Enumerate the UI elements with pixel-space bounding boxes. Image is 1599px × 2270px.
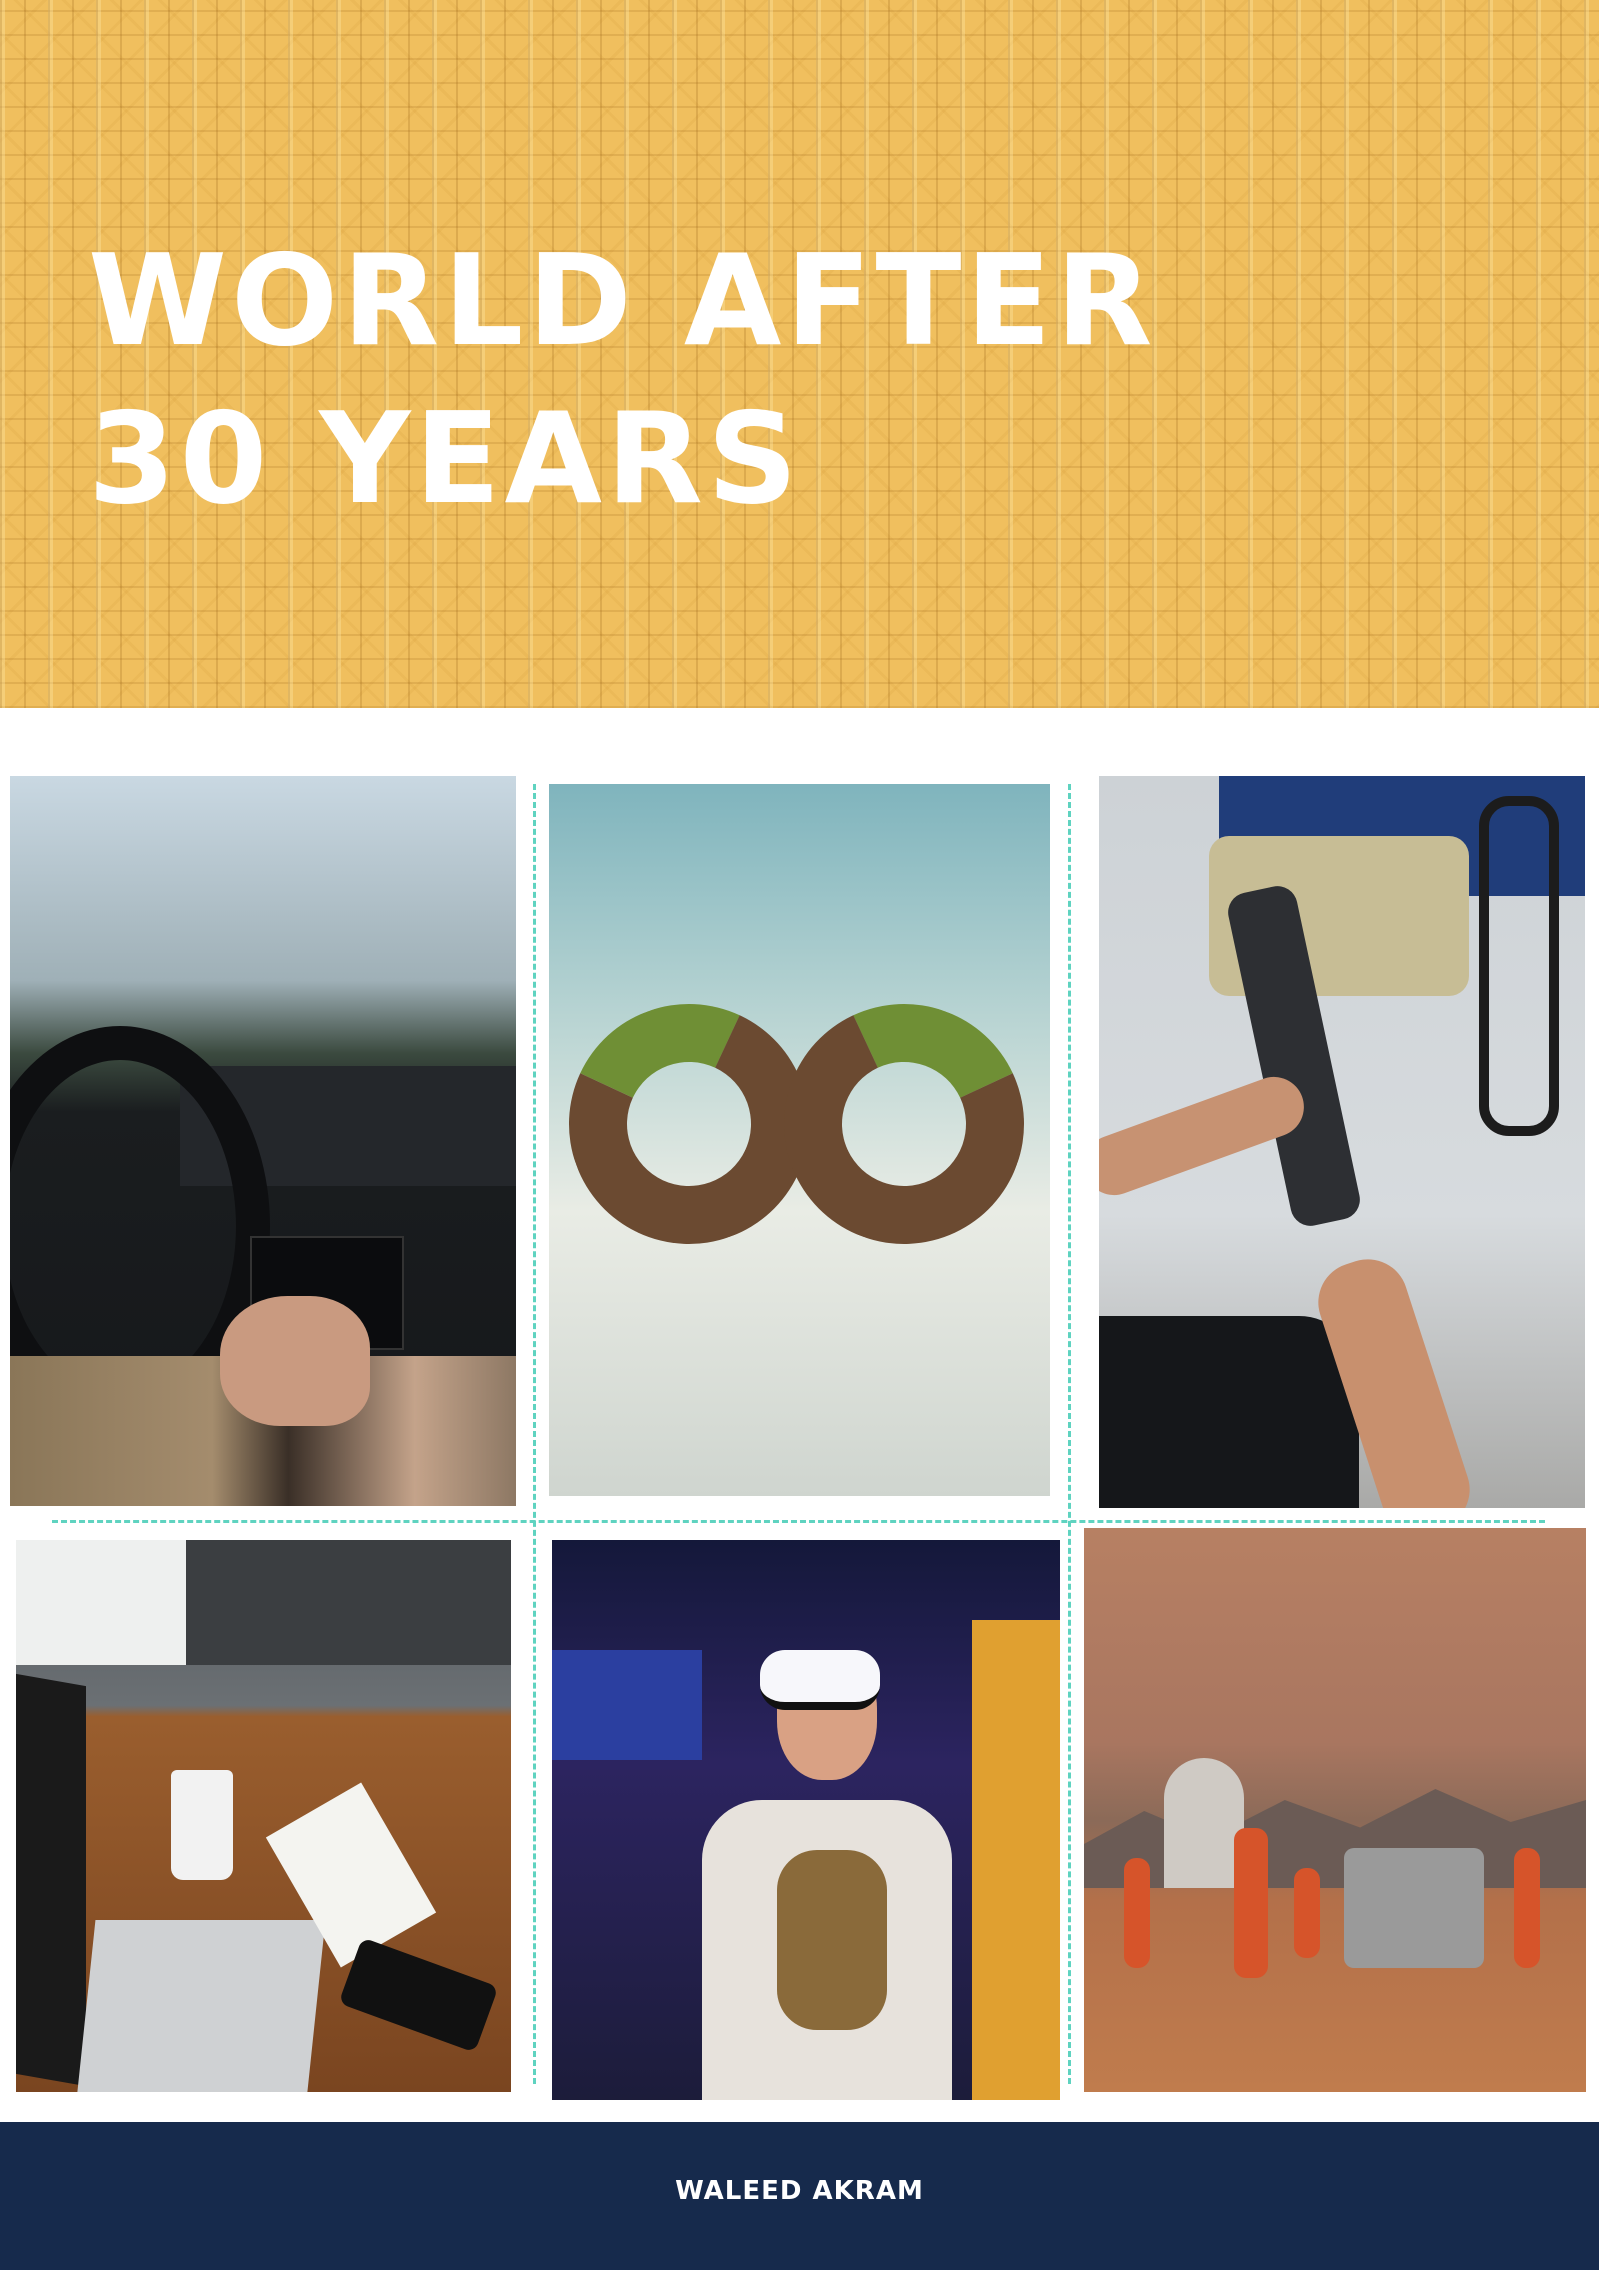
title-line-1: WORLD AFTER [88, 227, 1157, 374]
arm-left [1099, 1068, 1313, 1204]
mars-rover [1344, 1848, 1484, 1968]
cover-header: WORLD AFTER 30 YEARS [0, 0, 1599, 708]
photo-laptop-desk [16, 1540, 511, 2092]
divider-vertical-left [533, 784, 536, 2084]
laptop-screen [16, 1673, 86, 2087]
vr-headset [760, 1650, 880, 1710]
mars-hills [1084, 1789, 1586, 1888]
astronaut [1294, 1868, 1320, 1958]
divider-vertical-right [1068, 784, 1071, 2084]
photo-infinity-landscape [549, 784, 1050, 1496]
photo-vr-player [552, 1540, 1060, 2100]
cover-title: WORLD AFTER 30 YEARS [88, 222, 1157, 538]
mars-base [1164, 1758, 1244, 1888]
infinity-right-loop [750, 970, 1050, 1278]
astronaut [1234, 1828, 1268, 1978]
pants [1099, 1316, 1359, 1508]
cover-footer: WALEED AKRAM [0, 2122, 1599, 2270]
photo-car-interior [10, 776, 516, 1506]
smartphone [338, 1937, 499, 2053]
window [16, 1540, 186, 1665]
photo-prosthetic-handshake [1099, 776, 1585, 1508]
hand [220, 1296, 370, 1426]
orange-wall [972, 1620, 1060, 2100]
astronaut [1514, 1848, 1540, 1968]
title-line-2: 30 YEARS [88, 385, 802, 532]
divider-horizontal [52, 1520, 1545, 1523]
author-name: WALEED AKRAM [675, 2176, 924, 2206]
photo-mars-explorers [1084, 1528, 1586, 2092]
coffee-mug [171, 1770, 233, 1880]
astronaut [1124, 1858, 1150, 1968]
wheelchair [1479, 796, 1559, 1136]
neon-sign [552, 1650, 702, 1760]
burger-print [777, 1850, 887, 2030]
laptop-keyboard [76, 1920, 326, 2092]
